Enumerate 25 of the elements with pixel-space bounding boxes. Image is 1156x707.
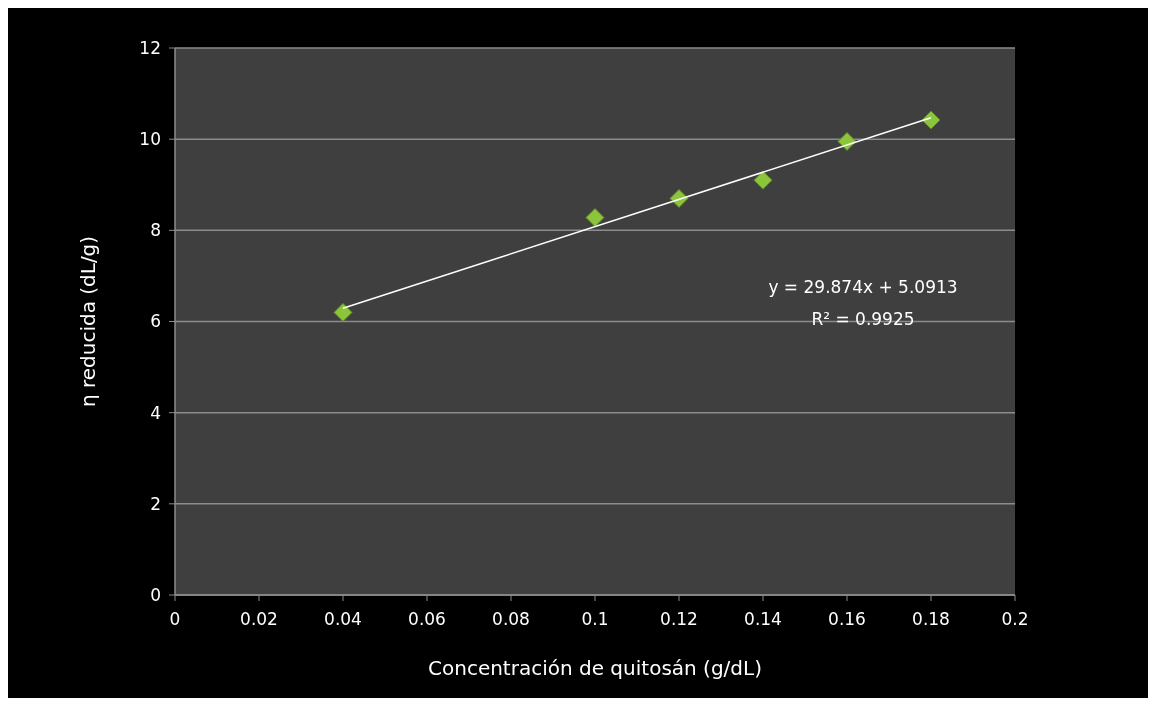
- annotation: y = 29.874x + 5.0913: [768, 277, 958, 297]
- x-tick-label: 0.04: [324, 609, 362, 629]
- y-tick-label: 8: [150, 220, 161, 241]
- y-tick-label: 0: [150, 584, 161, 605]
- x-tick-label: 0.14: [744, 609, 782, 629]
- x-tick-label: 0.16: [828, 609, 866, 629]
- y-tick-label: 4: [150, 402, 161, 423]
- annotation: R² = 0.9925: [811, 309, 915, 329]
- x-tick-label: 0.1: [581, 609, 609, 629]
- x-tick-label: 0.06: [408, 609, 446, 629]
- point: [333, 302, 353, 322]
- x-tick-label: 0.02: [240, 609, 278, 629]
- x-tick-label: 0.08: [492, 609, 530, 629]
- x-tick-label: 0: [169, 609, 181, 629]
- x-axis-title: Concentración de quitosán (g/dL): [428, 656, 762, 680]
- y-axis-title: η reducida (dL/g): [76, 235, 100, 408]
- y-tick-label: 6: [150, 311, 161, 332]
- x-tick-label: 0.2: [1001, 609, 1029, 629]
- x-tick-label: 0.18: [912, 609, 950, 629]
- x-tick-label: 0.12: [660, 609, 698, 629]
- y-tick-label: 12: [139, 37, 161, 58]
- y-tick-label: 2: [150, 493, 161, 514]
- point: [585, 208, 605, 228]
- point: [753, 170, 773, 190]
- y-tick-label: 10: [139, 129, 161, 150]
